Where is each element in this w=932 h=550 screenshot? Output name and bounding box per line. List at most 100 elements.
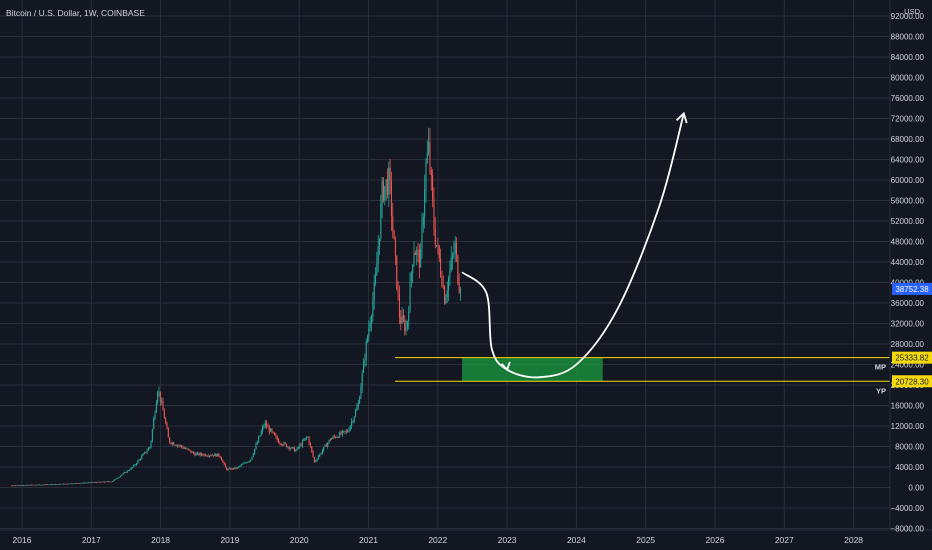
candle-body	[46, 484, 49, 486]
candle-body	[190, 450, 192, 453]
candle-body	[412, 264, 414, 274]
candle-body	[191, 451, 193, 453]
candle-body	[70, 483, 72, 485]
candle-body	[352, 421, 354, 423]
candle-body	[236, 467, 238, 469]
candle-body	[25, 484, 27, 486]
candle-body	[73, 483, 75, 484]
candle-body	[104, 481, 106, 483]
level-badge-mp	[892, 351, 932, 364]
candle-body	[206, 455, 208, 457]
candle-body	[459, 288, 462, 293]
candle-body	[76, 483, 78, 484]
x-tick-label: 2025	[636, 535, 655, 545]
y-tick-label: 28000.00	[891, 340, 925, 349]
candle-body	[256, 442, 258, 445]
candle-body	[68, 483, 70, 485]
y-tick-label: 52000.00	[891, 217, 925, 226]
candle-body	[196, 452, 199, 454]
candle-body	[332, 436, 334, 439]
candle-body	[142, 453, 144, 456]
y-tick-label: 76000.00	[891, 94, 925, 103]
candle-body	[194, 453, 196, 456]
candle-body	[181, 445, 183, 447]
candle-body	[300, 444, 302, 446]
candle-body	[210, 455, 212, 457]
candle-body	[389, 167, 391, 181]
candle-body	[366, 336, 369, 342]
candle-body	[21, 485, 23, 487]
candle-body	[385, 179, 387, 187]
candle-body	[161, 401, 163, 403]
candle-body	[397, 288, 399, 294]
candle-body	[151, 429, 153, 441]
level-name-mp: MP	[875, 363, 886, 372]
candle-body	[243, 462, 245, 464]
candle-body	[347, 430, 349, 432]
candle-body	[311, 446, 313, 452]
candle-body	[454, 243, 456, 253]
candle-body	[134, 464, 136, 466]
candle-body	[115, 478, 118, 480]
grid	[0, 0, 890, 530]
candle-body	[316, 459, 318, 461]
candle-body	[250, 459, 252, 461]
candle-body	[291, 447, 293, 449]
candle-body	[386, 179, 389, 196]
candle-body	[106, 481, 108, 483]
candle-body	[220, 457, 222, 461]
candle-body	[339, 432, 341, 438]
candle-body	[313, 456, 315, 462]
x-tick-label: 2020	[290, 535, 309, 545]
x-tick-label: 2026	[706, 535, 725, 545]
candle-body	[64, 483, 66, 485]
candle-body	[230, 468, 232, 470]
candle-body	[406, 321, 408, 328]
candle-body	[266, 422, 268, 427]
candle-body	[53, 484, 55, 486]
candle-body	[239, 465, 241, 467]
candle-body	[254, 449, 256, 454]
candle-body	[259, 435, 261, 437]
target-zone	[462, 357, 603, 382]
candle-body	[30, 484, 33, 486]
candle-body	[328, 439, 330, 443]
x-axis[interactable]: 2016 2017 2018 2019 2020 2021 2022 2023 2024 2025…	[13, 535, 864, 545]
candle-body	[377, 246, 379, 264]
candle-body	[175, 445, 177, 447]
candle-body	[165, 418, 167, 424]
y-tick-label: 36000.00	[891, 299, 925, 308]
candle-body	[60, 483, 62, 485]
candle-body	[72, 483, 74, 485]
candle-body	[267, 426, 269, 428]
candle-body	[409, 280, 411, 312]
candle-body	[295, 450, 297, 452]
candle-body	[285, 443, 288, 448]
candle-body	[360, 387, 362, 399]
candle-body	[19, 485, 21, 486]
candle-body	[357, 403, 359, 408]
candle-body	[361, 372, 363, 388]
candle-body	[448, 277, 450, 291]
candle-body	[123, 472, 126, 474]
candle-body	[382, 180, 385, 201]
candle-body	[413, 253, 415, 265]
candle-body	[343, 430, 345, 432]
candle-body	[86, 482, 88, 484]
candle-body	[384, 186, 386, 201]
candle-body	[428, 141, 430, 154]
candle-body	[369, 323, 371, 329]
candle-body	[98, 481, 100, 483]
candle-body	[28, 484, 30, 486]
level-badge-yp	[892, 375, 932, 388]
candle-body	[57, 484, 59, 485]
candle-body	[396, 255, 398, 289]
candle-body	[101, 481, 103, 483]
candle-body	[279, 443, 281, 444]
candle-body	[85, 482, 87, 484]
candle-body	[393, 230, 395, 240]
candle-body	[34, 484, 37, 486]
candle-body	[251, 456, 253, 460]
y-tick-label: 8000.00	[895, 443, 924, 452]
current-price-text: 38752.38	[895, 285, 929, 294]
